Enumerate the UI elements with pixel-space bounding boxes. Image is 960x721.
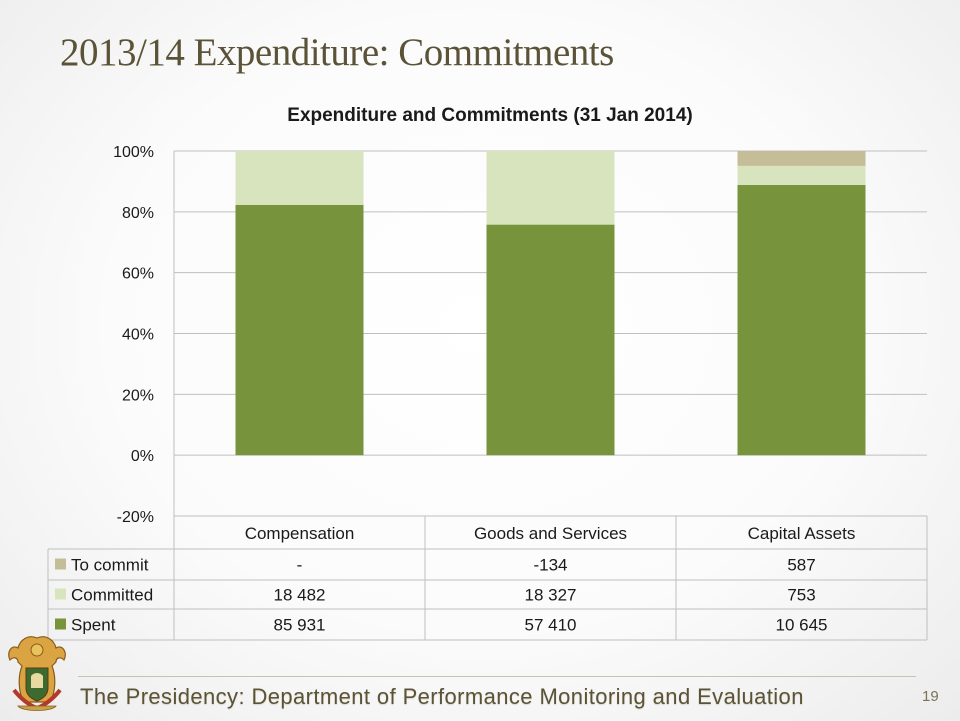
series-label: To commit bbox=[71, 556, 149, 575]
category-label: Compensation bbox=[245, 524, 355, 543]
data-label: 18 482 bbox=[274, 586, 326, 605]
series-label: Committed bbox=[71, 586, 153, 605]
y-tick-label: 20% bbox=[122, 387, 154, 404]
bar-spent bbox=[737, 185, 866, 456]
bar-spent bbox=[486, 224, 615, 456]
page-number: 19 bbox=[922, 688, 939, 705]
legend-key-to-commit bbox=[55, 558, 66, 570]
bars bbox=[235, 151, 866, 456]
category-label: Capital Assets bbox=[748, 524, 856, 543]
data-label: - bbox=[297, 556, 303, 575]
data-label: 57 410 bbox=[525, 616, 577, 635]
category-label: Goods and Services bbox=[474, 524, 627, 543]
bar-committed bbox=[235, 151, 364, 205]
bar-committed bbox=[737, 165, 866, 186]
chart-title: Expenditure and Commitments (31 Jan 2014… bbox=[287, 105, 692, 126]
series-label: Spent bbox=[71, 616, 116, 635]
y-axis-tick-labels: 100% 80% 60% 40% 20% 0% -20% bbox=[113, 144, 154, 526]
y-tick-label: -20% bbox=[117, 509, 154, 526]
y-tick-label: 40% bbox=[122, 327, 154, 344]
legend-key-committed bbox=[55, 588, 66, 600]
data-label: 587 bbox=[787, 556, 815, 575]
bar-committed bbox=[486, 151, 615, 225]
slide-title: 2013/14 Expenditure: Commitments bbox=[60, 31, 614, 74]
legend-key-spent bbox=[55, 618, 66, 630]
data-label: 18 327 bbox=[525, 586, 577, 605]
footer-divider bbox=[78, 676, 916, 677]
data-table: Compensation Goods and Services Capital As… bbox=[47, 515, 928, 641]
y-tick-label: 0% bbox=[131, 448, 154, 465]
data-label: 85 931 bbox=[274, 616, 326, 635]
y-tick-label: 100% bbox=[113, 144, 154, 161]
data-label: -134 bbox=[533, 556, 567, 575]
bar-spent bbox=[235, 204, 364, 456]
y-tick-label: 80% bbox=[122, 205, 154, 222]
coat-of-arms-logo bbox=[4, 632, 70, 716]
data-label: 10 645 bbox=[776, 616, 828, 635]
footer-text: The Presidency: Department of Performanc… bbox=[80, 684, 804, 709]
y-tick-label: 60% bbox=[122, 266, 154, 283]
bar-to-commit bbox=[737, 151, 866, 166]
data-label: 753 bbox=[787, 586, 815, 605]
